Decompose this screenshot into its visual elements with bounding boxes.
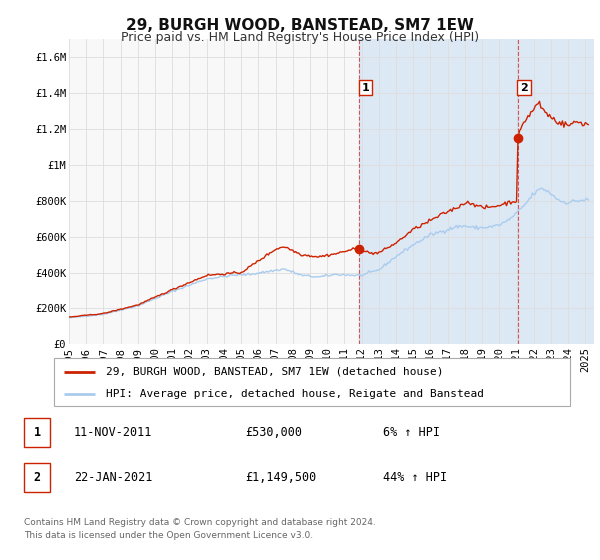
Text: 22-JAN-2021: 22-JAN-2021 xyxy=(74,471,152,484)
Text: This data is licensed under the Open Government Licence v3.0.: This data is licensed under the Open Gov… xyxy=(24,531,313,540)
Text: HPI: Average price, detached house, Reigate and Banstead: HPI: Average price, detached house, Reig… xyxy=(106,389,484,399)
Text: Contains HM Land Registry data © Crown copyright and database right 2024.: Contains HM Land Registry data © Crown c… xyxy=(24,519,376,528)
Bar xyxy=(359,39,594,344)
Text: 29, BURGH WOOD, BANSTEAD, SM7 1EW: 29, BURGH WOOD, BANSTEAD, SM7 1EW xyxy=(126,18,474,33)
Text: Price paid vs. HM Land Registry's House Price Index (HPI): Price paid vs. HM Land Registry's House … xyxy=(121,31,479,44)
Text: £530,000: £530,000 xyxy=(245,426,302,439)
Text: 1: 1 xyxy=(34,426,41,439)
Text: 44% ↑ HPI: 44% ↑ HPI xyxy=(383,471,447,484)
Text: 6% ↑ HPI: 6% ↑ HPI xyxy=(383,426,440,439)
Text: 29, BURGH WOOD, BANSTEAD, SM7 1EW (detached house): 29, BURGH WOOD, BANSTEAD, SM7 1EW (detac… xyxy=(106,367,443,377)
Text: 1: 1 xyxy=(362,83,370,92)
Text: 2: 2 xyxy=(520,83,528,92)
Text: £1,149,500: £1,149,500 xyxy=(245,471,316,484)
Bar xyxy=(24,418,50,447)
Text: 2: 2 xyxy=(34,471,41,484)
Bar xyxy=(24,463,50,492)
Text: 11-NOV-2011: 11-NOV-2011 xyxy=(74,426,152,439)
